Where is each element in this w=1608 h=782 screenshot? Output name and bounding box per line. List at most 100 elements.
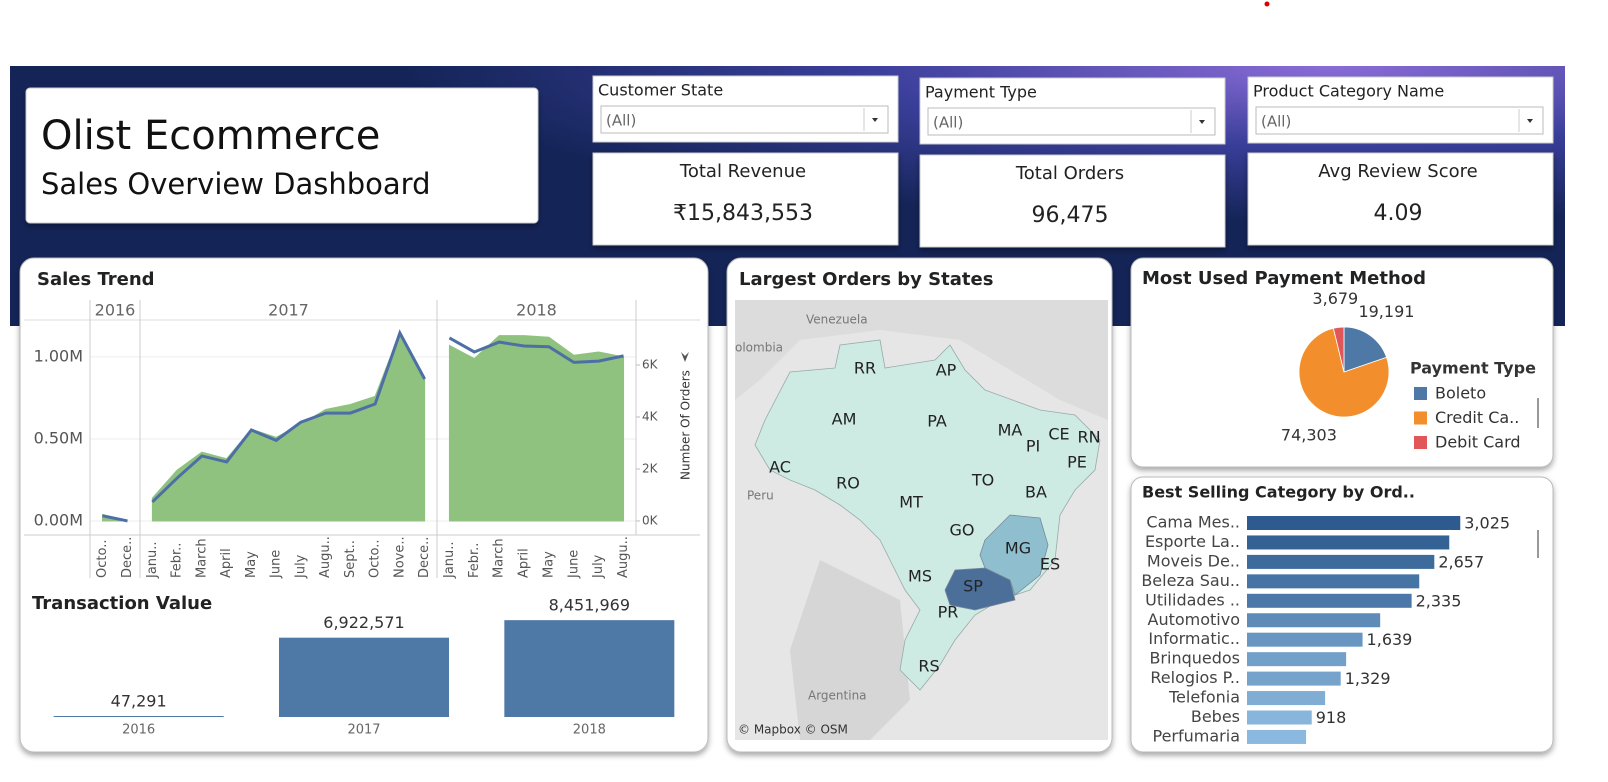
bar (1247, 613, 1381, 628)
value-label: 1,329 (1345, 669, 1391, 688)
kpi-label: Total Orders (1015, 163, 1124, 184)
state-label: RO (836, 474, 860, 493)
pie-slice (1332, 326, 1345, 373)
value-label: 19,191 (1358, 302, 1414, 321)
state-label: RN (1077, 428, 1100, 447)
dropdown-arrow (1199, 120, 1205, 124)
state-label: PR (938, 603, 959, 622)
bar (1247, 652, 1347, 667)
bar (1247, 516, 1461, 530)
x-tick-label: Janu.. (145, 541, 160, 579)
state-label: ES (1040, 555, 1060, 574)
kpi-label: Avg Review Score (1318, 161, 1477, 182)
state-label: MA (998, 421, 1023, 440)
kpi-card (919, 154, 1226, 248)
x-tick-label: July (591, 554, 606, 579)
x-tick-label: Dece.. (417, 537, 432, 578)
chart-title: Best Selling Category by Ord.. (1142, 483, 1415, 502)
kpi-card (1247, 152, 1554, 246)
x-tick-label: May (244, 551, 259, 578)
legend-label: Boleto (1435, 384, 1486, 403)
value-label: 3,679 (1312, 289, 1358, 308)
x-tick-label: Octo.. (368, 540, 383, 578)
bar (53, 716, 224, 717)
x-tick-label: June (566, 550, 581, 579)
chart-title: Sales Trend (37, 269, 155, 290)
filter-dropdown[interactable] (1255, 106, 1544, 135)
x-tick-label: Octo.. (95, 540, 110, 578)
state-label: RS (918, 657, 939, 676)
state-label: PI (1026, 437, 1040, 456)
x-tick-label: June (269, 550, 284, 579)
dot (1264, 1, 1270, 7)
x-tick-label: March (492, 538, 507, 578)
land (790, 560, 910, 740)
pie-slice (1298, 327, 1390, 418)
filter-dropdown[interactable] (600, 105, 889, 134)
x-tick-label: Augu.. (318, 536, 333, 578)
x-tick-label: Janu.. (442, 541, 457, 579)
filter-label: Customer State (598, 81, 723, 100)
y-tick-label: Telefonia (1168, 688, 1240, 707)
legend-label: Debit Card (1435, 433, 1521, 452)
value-label: 918 (1316, 708, 1347, 727)
y-tick-label: Relogios P.. (1150, 668, 1240, 687)
bar (1247, 671, 1341, 686)
x-tick-label: March (194, 538, 209, 578)
filter-value: (All) (606, 112, 636, 130)
charts: Largest Orders by States Venezuela olombia… (24, 268, 1539, 745)
value-label: 74,303 (1281, 426, 1337, 445)
y-tick-label: 1.00M (34, 346, 83, 365)
x-tick-label: April (219, 548, 234, 578)
orders-line (448, 336, 624, 364)
state-label: GO (950, 521, 975, 540)
x-tick-label: Dece.. (120, 537, 135, 578)
legend-swatch (1414, 436, 1427, 449)
x-tick-label: July (293, 554, 308, 579)
state-shape (979, 514, 1049, 596)
state-label: PA (927, 412, 947, 431)
group-label: 2017 (268, 301, 309, 320)
pin-icon (681, 352, 689, 362)
state-label: AP (936, 361, 957, 380)
bar (504, 620, 675, 717)
value-label: 1,639 (1367, 630, 1413, 649)
kpi-value: 96,475 (1032, 203, 1109, 228)
y-tick-label: Cama Mes.. (1146, 513, 1240, 532)
x-tick-label: 2016 (122, 723, 155, 738)
y-tick-label: 0.50M (34, 428, 83, 447)
bar (1247, 574, 1420, 589)
dropdown-arrow (872, 118, 878, 122)
value-label: 6,922,571 (323, 613, 404, 632)
x-tick-label: Febr.. (170, 543, 185, 578)
y2-tick-label: 0K (642, 513, 659, 527)
legend-swatch (1414, 411, 1427, 425)
value-label: 2,657 (1438, 552, 1484, 571)
x-tick-label: May (541, 551, 556, 578)
chart-title: Transaction Value (32, 593, 212, 614)
y2-tick-label: 2K (642, 461, 659, 475)
state-label: BA (1025, 483, 1047, 502)
orders-line (102, 514, 128, 523)
bar (1247, 729, 1307, 744)
value-label: 8,451,969 (549, 596, 630, 615)
x-tick-label: Febr.. (467, 543, 482, 578)
value-label: 47,291 (111, 692, 167, 711)
filter-label: Product Category Name (1253, 82, 1444, 101)
bar (1247, 554, 1435, 569)
place-label: Venezuela (806, 313, 868, 327)
filter-dropdown[interactable] (927, 107, 1216, 136)
title-card (25, 87, 539, 224)
place-label: olombia (735, 341, 783, 355)
state-label: MS (908, 567, 932, 586)
y-tick-label: 0.00M (34, 511, 83, 530)
kpi-label: Total Revenue (679, 161, 806, 182)
kpi-value: 4.09 (1374, 201, 1423, 226)
state-label: MG (1005, 539, 1031, 558)
legend-title: Payment Type (1410, 359, 1536, 378)
legend-label: Credit Ca.. (1435, 408, 1519, 427)
value-label: 2,335 (1416, 591, 1462, 610)
y2-tick-label: 4K (642, 409, 659, 423)
filter-value: (All) (1261, 113, 1291, 131)
